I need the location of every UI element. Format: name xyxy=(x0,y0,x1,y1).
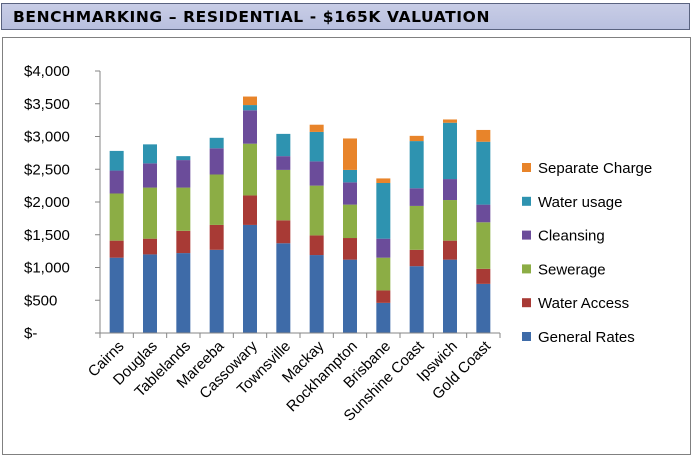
bar-segment-cleansing xyxy=(443,179,457,201)
bar-segment-sewerage xyxy=(343,204,357,239)
page-title: BENCHMARKING – RESIDENTIAL - $165K VALUA… xyxy=(13,8,491,26)
bar-segment-cleansing xyxy=(243,110,257,144)
bar-segment-separate-charge xyxy=(476,129,491,142)
y-tick-label: $2,000 xyxy=(24,194,70,211)
bar-segment-general-rates xyxy=(243,224,257,333)
bar-segment-cleansing xyxy=(309,161,324,186)
title-bar: BENCHMARKING – RESIDENTIAL - $165K VALUA… xyxy=(1,3,690,30)
legend-swatch xyxy=(522,298,531,308)
legend-swatch xyxy=(522,264,531,274)
legend-label: Sewerage xyxy=(538,261,606,278)
bar-segment-water-usage xyxy=(176,156,191,161)
bar-segment-separate-charge xyxy=(243,96,257,106)
bar-segment-sewerage xyxy=(443,200,457,241)
bar-segment-general-rates xyxy=(443,259,457,333)
legend-swatch xyxy=(522,196,531,206)
bar-segment-separate-charge xyxy=(409,135,424,142)
bar-segment-water-access xyxy=(409,249,424,267)
bar-segment-water-usage xyxy=(309,131,324,162)
bar-segment-water-access xyxy=(176,230,191,254)
bar-segment-sewerage xyxy=(476,222,491,269)
bar-segment-cleansing xyxy=(343,182,357,205)
y-tick-label: $- xyxy=(24,325,37,342)
legend-label: General Rates xyxy=(538,329,635,346)
bar-segment-cleansing xyxy=(109,170,124,194)
bar-segment-water-usage xyxy=(476,141,491,205)
legend: Separate Charge Water usage Cleansing Sewer… xyxy=(522,160,652,346)
bar-segment-cleansing xyxy=(409,188,424,206)
y-tick-label: $3,500 xyxy=(24,96,70,113)
bar-segment-general-rates xyxy=(376,302,391,333)
bar-segment-water-usage xyxy=(276,133,291,157)
bar-segment-sewerage xyxy=(109,193,124,241)
legend-label: Separate Charge xyxy=(538,160,652,177)
bar-segment-water-access xyxy=(376,290,391,303)
bar-segment-general-rates xyxy=(109,257,124,333)
bar-segment-sewerage xyxy=(409,205,424,250)
bar-segment-water-usage xyxy=(243,105,257,111)
y-tick-label: $3,000 xyxy=(24,129,70,146)
bar-segment-general-rates xyxy=(276,243,291,333)
bar-segment-general-rates xyxy=(143,254,157,333)
bar-segment-water-usage xyxy=(443,122,457,180)
bar-segment-cleansing xyxy=(176,160,191,188)
bars xyxy=(109,96,491,333)
bar-segment-cleansing xyxy=(209,148,224,175)
legend-swatch xyxy=(522,163,531,172)
bar-segment-sewerage xyxy=(276,169,291,221)
bar-segment-general-rates xyxy=(209,249,224,333)
bar-segment-water-access xyxy=(276,220,291,244)
bar-segment-sewerage xyxy=(376,257,391,291)
bar-segment-cleansing xyxy=(376,238,391,258)
bar-segment-water-usage xyxy=(343,169,357,183)
bar-segment-water-access xyxy=(209,224,224,250)
bar-segment-general-rates xyxy=(343,259,357,333)
legend-label: Water usage xyxy=(538,194,623,211)
legend-swatch xyxy=(522,332,531,341)
bar-segment-separate-charge xyxy=(309,124,324,132)
bar-segment-sewerage xyxy=(309,185,324,236)
bar-segment-water-access xyxy=(443,240,457,260)
bar-segment-water-access xyxy=(143,238,157,255)
bar-segment-water-usage xyxy=(143,144,157,164)
bar-segment-separate-charge xyxy=(343,138,357,170)
bar-segment-sewerage xyxy=(176,187,191,231)
bar-segment-general-rates xyxy=(476,283,491,333)
y-tick-label: $4,000 xyxy=(24,63,70,80)
bar-segment-water-usage xyxy=(109,150,124,171)
bar-segment-sewerage xyxy=(143,187,157,239)
bar-segment-sewerage xyxy=(243,143,257,196)
legend-swatch xyxy=(522,230,531,240)
bar-segment-general-rates xyxy=(309,255,324,333)
bar-segment-general-rates xyxy=(176,253,191,333)
legend-label: Water Access xyxy=(538,295,629,312)
bar-segment-water-usage xyxy=(376,183,391,239)
bar-segment-water-access xyxy=(476,268,491,284)
bar-segment-cleansing xyxy=(276,156,291,170)
legend-label: Cleansing xyxy=(538,228,605,245)
y-tick-label: $500 xyxy=(24,292,57,309)
bar-segment-water-access xyxy=(343,238,357,260)
bar-segment-sewerage xyxy=(209,174,224,225)
bar-segment-cleansing xyxy=(143,163,157,188)
y-tick-label: $1,000 xyxy=(24,260,70,277)
bar-segment-water-access xyxy=(309,235,324,256)
bar-segment-water-access xyxy=(109,240,124,258)
y-axis: $- $500 $1,000 $1,500 $2,000 $2,500 $3,000 $3,5… xyxy=(24,63,101,342)
bar-segment-cleansing xyxy=(476,204,491,223)
bar-segment-water-usage xyxy=(409,141,424,189)
x-axis: CairnsDouglasTablelandsMareebaCassowaryT… xyxy=(85,332,501,425)
bar-segment-separate-charge xyxy=(443,119,457,123)
y-tick-label: $2,500 xyxy=(24,161,70,178)
bar-segment-separate-charge xyxy=(376,178,391,184)
bar-segment-water-access xyxy=(243,195,257,225)
bar-segment-water-usage xyxy=(209,137,224,149)
y-tick-label: $1,500 xyxy=(24,227,70,244)
bar-segment-general-rates xyxy=(409,266,424,333)
